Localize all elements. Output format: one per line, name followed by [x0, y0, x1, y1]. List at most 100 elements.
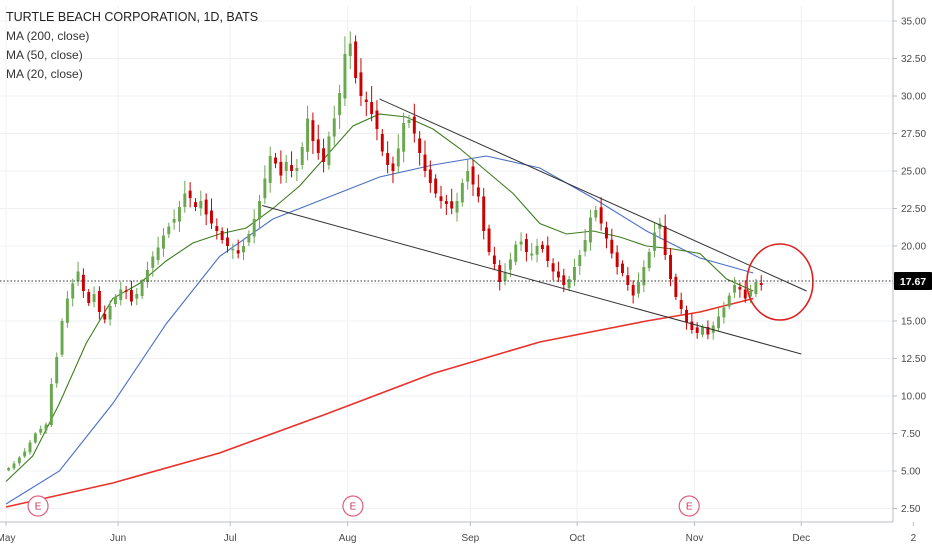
highlight-ellipse — [746, 243, 814, 321]
candle-body — [306, 118, 310, 152]
candle-body — [588, 217, 592, 243]
candle-body — [701, 327, 705, 335]
y-tick-label: 7.50 — [901, 429, 921, 440]
x-tick-label: 2 — [911, 533, 917, 544]
candle-body — [247, 234, 251, 243]
candle-body — [578, 255, 582, 266]
candle-body — [17, 457, 21, 464]
candle-body — [28, 442, 32, 453]
candle-body — [621, 263, 624, 273]
candle-body — [482, 196, 486, 231]
candle-body — [7, 468, 11, 471]
x-axis: May Jun Jul Aug Sep Oct Nov Dec 2 — [0, 521, 917, 544]
candle-body — [215, 226, 219, 231]
candle-body — [290, 165, 294, 171]
gridlines — [0, 6, 893, 522]
candle-body — [274, 157, 278, 164]
candle-body — [263, 178, 267, 199]
candle-body — [145, 270, 149, 282]
candle-body — [380, 134, 384, 152]
earnings-label: E — [686, 502, 693, 513]
candle-body — [140, 282, 144, 297]
candle-body — [653, 232, 656, 251]
candle-body — [188, 190, 192, 198]
y-tick-label: 32.50 — [901, 54, 926, 65]
y-tick-label: 5.00 — [901, 467, 921, 478]
x-tick-label: Sep — [461, 533, 479, 544]
candle-body — [434, 178, 438, 194]
candle-body — [626, 275, 630, 285]
y-tick-label: 20.00 — [901, 242, 926, 253]
last-price-tag: 17.67 — [0, 271, 932, 290]
candle-body — [252, 219, 256, 237]
candle-body — [113, 297, 117, 305]
candle-body — [23, 451, 27, 457]
candle-body — [663, 226, 667, 255]
candle-body — [87, 292, 91, 303]
candle-body — [492, 255, 496, 264]
candle-body — [754, 282, 758, 295]
candle-body — [135, 294, 139, 299]
candle-body — [151, 256, 155, 268]
candle-body — [386, 153, 390, 165]
highlight-circle — [746, 243, 814, 321]
candle-body — [370, 102, 374, 114]
candle-body — [332, 118, 336, 137]
earnings-label: E — [35, 502, 42, 513]
candle-body — [412, 116, 416, 134]
candle-body — [194, 202, 197, 207]
legend-ma20: MA (20, close) — [6, 67, 83, 81]
candle-body — [711, 325, 715, 333]
candle-body — [514, 244, 518, 262]
candle-body — [81, 274, 85, 291]
candle-body — [236, 250, 240, 254]
candle-body — [572, 267, 576, 281]
candle-body — [199, 201, 203, 209]
candle-body — [55, 357, 59, 384]
series-line — [5, 113, 754, 482]
chart-title: TURTLE BEACH CORPORATION, 1D, BATS — [6, 10, 259, 24]
candle-body — [551, 263, 555, 272]
candle-body — [119, 289, 123, 300]
candle-body — [733, 285, 737, 293]
candle-body — [92, 294, 96, 303]
x-tick-label: Dec — [792, 533, 810, 544]
candle-body — [204, 199, 208, 215]
candle-body — [727, 295, 731, 307]
candle-body — [343, 54, 347, 99]
candle-body — [615, 252, 619, 267]
x-tick-label: Jun — [110, 533, 126, 544]
candle-body — [220, 231, 224, 240]
candle-body — [311, 120, 315, 141]
candle-body — [327, 136, 331, 166]
candle-body — [65, 298, 69, 323]
candle-body — [183, 193, 187, 207]
earnings-label: E — [350, 502, 357, 513]
candle-body — [322, 148, 326, 162]
candle-body — [161, 235, 165, 249]
candle-body — [695, 327, 699, 333]
y-tick-label: 15.00 — [901, 317, 926, 328]
candle-body — [167, 226, 171, 235]
candle-body — [524, 239, 528, 252]
chart-legend: TURTLE BEACH CORPORATION, 1D, BATS MA (2… — [6, 8, 258, 84]
candle-body — [460, 183, 464, 203]
candle-body — [423, 154, 427, 171]
x-tick-label: Jul — [224, 533, 237, 544]
candle-body — [471, 166, 475, 185]
candle-body — [300, 147, 304, 165]
y-tick-label: 10.00 — [901, 392, 926, 403]
candle-body — [530, 253, 534, 256]
candle-body — [242, 246, 245, 253]
candles — [7, 31, 763, 472]
x-tick-label: May — [0, 533, 15, 544]
candle-body — [210, 210, 213, 224]
y-tick-label: 30.00 — [901, 92, 926, 103]
legend-ma50: MA (50, close) — [6, 48, 83, 62]
candle-body — [97, 290, 101, 312]
candle-body — [156, 247, 160, 260]
candle-body — [354, 41, 358, 78]
candle-body — [546, 245, 550, 261]
candle-body — [605, 227, 608, 239]
